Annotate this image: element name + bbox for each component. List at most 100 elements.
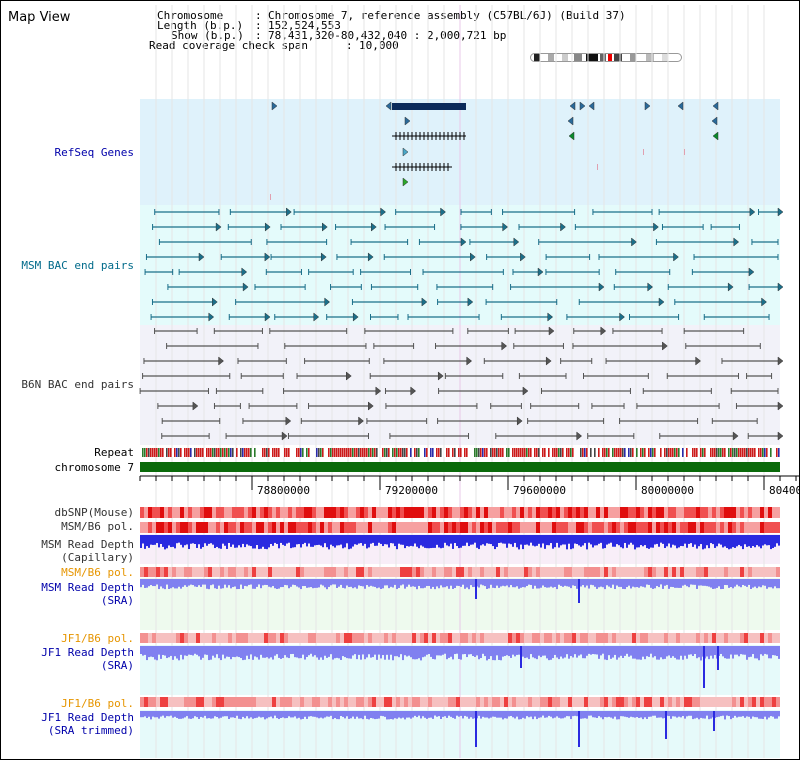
msm-capillary-depth-bar — [528, 535, 530, 546]
msm-capillary-depth-bar — [218, 535, 220, 549]
repeat-block — [418, 448, 420, 457]
jf1-sra-depth-bar — [732, 646, 734, 659]
jf1-pol-cell — [180, 633, 184, 643]
msm-pol2-cell — [560, 567, 564, 577]
repeat-block — [662, 448, 664, 457]
msm-sra-depth-bar — [298, 579, 300, 588]
jf1-trim-depth-bar — [388, 711, 390, 720]
repeat-block — [622, 448, 624, 457]
dbsnp-cell — [520, 507, 524, 518]
jf1-pol-cell — [504, 633, 508, 643]
jf1-sra-depth-bar — [626, 646, 628, 654]
msm-pol-cell — [388, 522, 392, 533]
msm-sra-depth-bar — [200, 579, 202, 587]
msm-pol2-cell — [432, 567, 436, 577]
repeat-block — [730, 448, 732, 457]
jf1-pol2-cell — [184, 697, 188, 707]
jf1-trim-depth-bar — [140, 711, 142, 718]
msm-pol-cell — [164, 522, 168, 533]
msm-sra-depth-bar — [502, 579, 504, 586]
jf1-trim-depth-bar — [384, 711, 386, 717]
msm-pol-cell — [592, 522, 596, 533]
msm-sra-depth-bar — [430, 579, 432, 589]
jf1-pol-cell — [500, 633, 504, 643]
msm-pol2-cell — [616, 567, 620, 577]
jf1-sra-depth-bar — [460, 646, 462, 660]
jf1-sra-depth-bar — [756, 646, 758, 659]
track-label-jf1-depth-trim-1: JF1 Read Depth — [41, 711, 134, 724]
msm-sra-depth-bar — [622, 579, 624, 589]
jf1-trim-depth-bar — [622, 711, 624, 717]
msm-pol2-cell — [744, 567, 748, 577]
jf1-sra-depth-bar — [242, 646, 244, 661]
msm-pol2-cell — [240, 567, 244, 577]
msm-sra-depth-bar — [336, 579, 338, 588]
msm-pol2-cell — [676, 567, 680, 577]
msm-capillary-depth-bar — [224, 535, 226, 546]
jf1-trim-depth-bar — [672, 711, 674, 717]
msm-sra-depth-bar — [258, 579, 260, 585]
msm-pol2-cell — [632, 567, 636, 577]
msm-pol2-cell — [620, 567, 624, 577]
jf1-pol-cell — [432, 633, 436, 643]
msm-sra-depth-bar — [376, 579, 378, 589]
jf1-sra-depth-bar — [232, 646, 234, 657]
jf1-trim-depth-bar — [210, 711, 212, 719]
jf1-pol-cell — [700, 633, 704, 643]
jf1-pol-cell — [472, 633, 476, 643]
repeat-block — [676, 448, 678, 457]
jf1-pol2-cell — [572, 697, 576, 707]
msm-capillary-depth-bar — [160, 535, 162, 544]
jf1-sra-depth-bar — [664, 646, 666, 659]
jf1-pol-cell — [256, 633, 260, 643]
msm-pol-cell — [472, 522, 476, 533]
jf1-sra-depth-bar — [528, 646, 530, 660]
msm-sra-depth-bar — [204, 579, 206, 585]
jf1-pol-cell — [596, 633, 600, 643]
msm-sra-depth-bar — [210, 579, 212, 586]
chromosome-ideogram[interactable] — [530, 53, 682, 62]
dbsnp-cell — [680, 507, 684, 518]
repeat-block — [454, 448, 456, 457]
jf1-pol-cell — [696, 633, 700, 643]
msm-pol-cell — [516, 522, 520, 533]
jf1-sra-depth-bar — [248, 646, 250, 660]
jf1-sra-depth-bar — [382, 646, 384, 656]
dbsnp-cell — [504, 507, 508, 518]
msm-capillary-depth-bar — [278, 535, 280, 549]
jf1-pol2-cell — [308, 697, 312, 707]
msm-capillary-depth-bar — [628, 535, 630, 545]
jf1-pol-cell — [368, 633, 372, 643]
dbsnp-cell — [176, 507, 180, 518]
jf1-trim-depth-bar — [348, 711, 350, 719]
repeat-block — [578, 448, 580, 457]
msm-sra-depth-bar — [588, 579, 590, 589]
msm-pol2-cell — [476, 567, 480, 577]
repeat-block — [354, 448, 356, 457]
jf1-trim-depth-bar — [366, 711, 368, 719]
jf1-pol2-cell — [520, 697, 524, 707]
msm-pol2-cell — [184, 567, 188, 577]
repeat-block — [376, 448, 378, 457]
jf1-pol2-cell — [148, 697, 152, 707]
msm-capillary-depth-bar — [556, 535, 558, 543]
repeat-block — [724, 448, 726, 457]
msm-capillary-depth-bar — [626, 535, 628, 548]
jf1-sra-depth-bar — [594, 646, 596, 655]
msm-capillary-depth-bar — [146, 535, 148, 547]
jf1-trim-depth-bar — [412, 711, 414, 718]
msm-capillary-depth-bar — [208, 535, 210, 544]
msm-capillary-depth-bar — [382, 535, 384, 547]
ideogram-svg — [530, 53, 682, 62]
msm-sra-depth-bar — [440, 579, 442, 586]
coverage-label: Read coverage check span — [149, 39, 308, 52]
jf1-pol-cell — [244, 633, 248, 643]
msm-sra-depth-bar — [460, 579, 462, 587]
msm-sra-depth-bar — [606, 579, 608, 586]
b6n-bac-pair-arrow — [368, 401, 374, 411]
msm-capillary-depth-bar — [742, 535, 744, 550]
jf1-trim-depth-bar — [192, 711, 194, 719]
jf1-pol2-cell — [616, 697, 620, 707]
jf1-pol2-cell — [452, 697, 456, 707]
